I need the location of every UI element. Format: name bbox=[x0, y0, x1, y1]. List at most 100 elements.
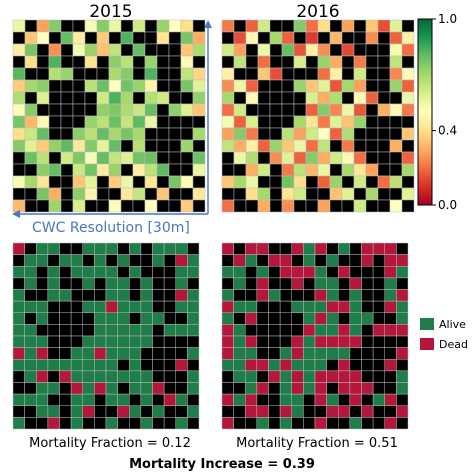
mortality-cell bbox=[70, 359, 83, 372]
heatmap-cell bbox=[233, 175, 247, 189]
mortality-cell bbox=[24, 359, 37, 372]
heatmap-cell bbox=[365, 67, 379, 81]
mortality-increase: Mortality Increase = 0.39 bbox=[129, 457, 315, 472]
mortality-cell bbox=[279, 254, 292, 267]
heatmap-cell bbox=[84, 55, 98, 69]
heatmap-cell bbox=[48, 139, 62, 153]
mortality-cell bbox=[152, 289, 165, 302]
mortality-cell bbox=[303, 300, 316, 313]
heatmap-cell bbox=[192, 175, 206, 189]
mortality-cell bbox=[140, 266, 153, 279]
mortality-cell bbox=[245, 277, 258, 290]
heatmap-cell bbox=[245, 55, 259, 69]
mortality-cell bbox=[279, 277, 292, 290]
heatmap-cell bbox=[48, 67, 62, 81]
heatmap-cell bbox=[180, 55, 194, 69]
mortality-cell bbox=[361, 335, 374, 348]
mortality-cell bbox=[105, 254, 118, 267]
mortality-cell bbox=[129, 359, 142, 372]
heatmap-cell bbox=[353, 31, 367, 45]
mortality-cell bbox=[268, 300, 281, 313]
heatmap-cell bbox=[60, 139, 74, 153]
heatmap-cell bbox=[365, 139, 379, 153]
heatmap-cell bbox=[48, 19, 62, 33]
heatmap-cell bbox=[156, 103, 170, 117]
heatmap-cell bbox=[233, 151, 247, 165]
heatmap-cell bbox=[108, 175, 122, 189]
mortality-cell bbox=[94, 324, 107, 337]
mortality-cell bbox=[256, 405, 269, 418]
heatmap-cell bbox=[221, 67, 235, 81]
heatmap-cell bbox=[257, 151, 271, 165]
mortality-cell bbox=[36, 242, 49, 255]
mortality-cell bbox=[233, 335, 246, 348]
mortality-cell bbox=[47, 300, 60, 313]
mortality-cell bbox=[372, 370, 385, 383]
heatmap-cell bbox=[221, 103, 235, 117]
heatmap-cell bbox=[60, 19, 74, 33]
mortality-cell bbox=[326, 382, 339, 395]
heatmap-cell bbox=[377, 43, 391, 57]
mortality-cell bbox=[24, 277, 37, 290]
mortality-cell bbox=[314, 254, 327, 267]
mortality-cell bbox=[303, 277, 316, 290]
heatmap-cell bbox=[317, 151, 331, 165]
heatmap-cell bbox=[233, 115, 247, 129]
mortality-cell bbox=[163, 242, 176, 255]
heatmap-cell bbox=[245, 199, 259, 213]
mortality-cell bbox=[70, 324, 83, 337]
heatmap-cell bbox=[192, 187, 206, 201]
heatmap-cell bbox=[377, 67, 391, 81]
mortality-cell bbox=[140, 405, 153, 418]
mortality-cell bbox=[117, 266, 130, 279]
mortality-cell bbox=[314, 359, 327, 372]
heatmap-cell bbox=[132, 79, 146, 93]
mortality-cell bbox=[372, 300, 385, 313]
mortality-cell bbox=[349, 359, 362, 372]
mortality-cell bbox=[326, 277, 339, 290]
heatmap-cell bbox=[168, 175, 182, 189]
mortality-cell bbox=[175, 370, 188, 383]
heatmap-cell bbox=[401, 91, 415, 105]
mortality-cell bbox=[82, 359, 95, 372]
heatmap-cell bbox=[269, 19, 283, 33]
mortality-cell bbox=[303, 382, 316, 395]
mortality-cell bbox=[396, 382, 409, 395]
heatmap-cell bbox=[60, 43, 74, 57]
mortality-cell bbox=[245, 254, 258, 267]
heatmap-cell bbox=[96, 31, 110, 45]
mortality-cell bbox=[70, 254, 83, 267]
heatmap-cell bbox=[108, 19, 122, 33]
heatmap-cell bbox=[293, 79, 307, 93]
mortality-cell bbox=[314, 370, 327, 383]
mortality-cell bbox=[117, 359, 130, 372]
heatmap-cell bbox=[108, 127, 122, 141]
mortality-cell bbox=[233, 347, 246, 360]
mortality-cell bbox=[105, 370, 118, 383]
heatmap-cell bbox=[168, 91, 182, 105]
mortality-cell bbox=[361, 289, 374, 302]
mortality-cell bbox=[279, 359, 292, 372]
heatmap-cell bbox=[245, 67, 259, 81]
heatmap-cell bbox=[84, 139, 98, 153]
mortality-cell bbox=[384, 405, 397, 418]
mortality-cell bbox=[59, 242, 72, 255]
mortality-cell bbox=[24, 393, 37, 406]
heatmap-cell bbox=[168, 103, 182, 117]
heatmap-cell bbox=[24, 43, 38, 57]
heatmap-cell bbox=[24, 163, 38, 177]
heatmap-cell bbox=[84, 31, 98, 45]
heatmap-cell bbox=[168, 115, 182, 129]
heatmap-cell bbox=[317, 127, 331, 141]
mortality-cell bbox=[338, 382, 351, 395]
heatmap-cell bbox=[233, 187, 247, 201]
heatmap-cell bbox=[96, 67, 110, 81]
heatmap-cell bbox=[72, 43, 86, 57]
heatmap-cell bbox=[389, 151, 403, 165]
heatmap-cell bbox=[233, 103, 247, 117]
mortality-cell bbox=[256, 347, 269, 360]
heatmap-cell bbox=[221, 31, 235, 45]
mortality-cell bbox=[372, 324, 385, 337]
mortality-cell bbox=[233, 300, 246, 313]
heatmap-cell bbox=[341, 19, 355, 33]
